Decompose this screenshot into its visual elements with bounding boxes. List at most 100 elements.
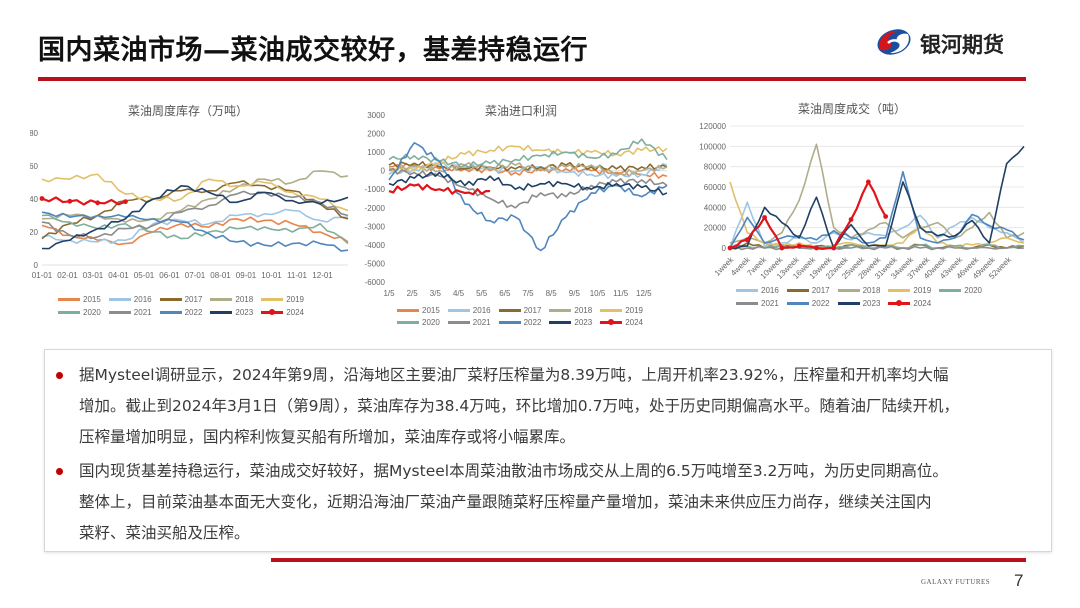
svg-text:1/5: 1/5: [383, 289, 395, 298]
svg-text:40: 40: [30, 195, 39, 204]
page-number: 7: [1014, 571, 1024, 590]
legend-swatch-icon: [108, 311, 131, 314]
legend-item-2020: 2020: [939, 286, 982, 295]
svg-text:3000: 3000: [367, 111, 385, 120]
legend-swatch-icon: [888, 300, 911, 306]
legend-swatch-icon: [159, 311, 182, 314]
legend-item-2018: 2018: [837, 286, 881, 295]
svg-text:11-01: 11-01: [287, 271, 307, 280]
legend-swatch-icon: [397, 309, 419, 312]
svg-text:2000: 2000: [367, 130, 385, 139]
legend-label: 2022: [184, 308, 203, 317]
svg-text:05-01: 05-01: [134, 271, 155, 280]
chart-title: 菜油周度成交（吨）: [798, 102, 907, 116]
legend-item-2023: 2023: [837, 299, 880, 308]
legend-swatch-icon: [58, 311, 80, 314]
svg-text:12-01: 12-01: [312, 271, 333, 280]
legend-label: 2021: [472, 318, 491, 327]
legend-item-2023: 2023: [210, 308, 253, 317]
legend-label: 2021: [761, 299, 779, 308]
svg-text:09-01: 09-01: [236, 271, 257, 280]
svg-text:80000: 80000: [704, 163, 727, 172]
legend-item-2022: 2022: [159, 308, 203, 317]
legend-label: 2019: [625, 306, 643, 315]
legend-label: 2017: [811, 286, 830, 295]
svg-text:10/5: 10/5: [590, 289, 606, 298]
legend-item-2021: 2021: [447, 318, 491, 327]
svg-text:-3000: -3000: [365, 222, 386, 231]
legend-label: 2022: [811, 299, 830, 308]
legend-item-2017: 2017: [498, 306, 542, 315]
svg-text:08-01: 08-01: [210, 271, 231, 280]
legend-swatch-icon: [736, 289, 758, 292]
svg-text:02-01: 02-01: [57, 271, 78, 280]
legend-label: 2016: [133, 295, 152, 304]
svg-text:11/5: 11/5: [613, 289, 629, 298]
legend-label: 2018: [235, 295, 254, 304]
legend-swatch-icon: [397, 321, 419, 324]
chart-title: 菜油进口利润: [485, 104, 558, 118]
legend-label: 2017: [523, 306, 542, 315]
legend-item-2022: 2022: [786, 299, 830, 308]
company-logo: 银河期货: [874, 26, 1004, 62]
legend-label: 2018: [574, 306, 593, 315]
svg-text:-2000: -2000: [365, 204, 386, 213]
svg-text:03-01: 03-01: [83, 271, 104, 280]
summary-line: 增加。截止到2024年3月1日（第9周），菜油库存为38.4万吨，环比增加0.7…: [79, 397, 959, 415]
legend-swatch-icon: [498, 309, 521, 312]
summary-line: 菜籽、菜油买船及压榨。: [79, 524, 250, 542]
legend-swatch-icon: [600, 309, 623, 312]
legend-swatch-icon: [261, 309, 284, 315]
legend-label: 2017: [184, 295, 203, 304]
legend-item-2017: 2017: [786, 286, 830, 295]
legend-swatch-icon: [498, 321, 521, 324]
legend-swatch-icon: [939, 289, 962, 292]
svg-text:0: 0: [381, 167, 386, 176]
legend-label: 2016: [472, 306, 491, 315]
legend-item-2019: 2019: [600, 306, 643, 315]
svg-text:-4000: -4000: [365, 241, 386, 250]
inventory-chart: 菜油周度库存（万吨） 0 20 40 60 80 01-01 02-01 03-01 04-01…: [30, 98, 360, 338]
svg-text:8/5: 8/5: [546, 289, 558, 298]
legend-item-2024: 2024: [261, 308, 304, 317]
svg-text:5/5: 5/5: [476, 289, 488, 298]
svg-text:6/5: 6/5: [499, 289, 511, 298]
legend-label: 2024: [913, 299, 932, 308]
legend-swatch-icon: [837, 302, 860, 305]
legend-item-2015: 2015: [397, 306, 440, 315]
legend-label: 2019: [913, 286, 932, 295]
summary-line: 整体上，目前菜油基本面无大变化，近期沿海油厂菜油产量跟随菜籽压榨量产量增加，菜油…: [79, 493, 932, 511]
legend-item-2023: 2023: [549, 318, 592, 327]
weekly-volume-plot: 1200001000008000060000400002000001week4w…: [699, 122, 1025, 281]
legend-swatch-icon: [736, 302, 758, 305]
legend-item-2016: 2016: [447, 306, 491, 315]
legend-label: 2021: [133, 308, 152, 317]
page-title: 国内菜油市场—菜油成交较好，基差持稳运行: [38, 35, 588, 66]
legend-swatch-icon: [837, 289, 860, 292]
legend-swatch-icon: [888, 289, 911, 292]
import-profit-chart: 菜油进口利润 3000 2000 1000 0 -1000 -2000 -3000 -4000…: [355, 98, 675, 338]
legend-swatch-icon: [108, 298, 131, 301]
svg-text:60000: 60000: [704, 183, 727, 192]
svg-text:20000: 20000: [704, 224, 727, 233]
galaxy-futures-logo-icon: [874, 26, 914, 62]
footer-divider: [271, 558, 1026, 562]
summary-paragraph-1: 据Mysteel调研显示，2024年第9周，沿海地区主要油厂菜籽压榨量为8.39…: [79, 360, 1029, 453]
header-divider: [38, 77, 1026, 81]
legend-item-2016: 2016: [736, 286, 779, 295]
svg-text:-1000: -1000: [365, 185, 386, 194]
legend-item-2015: 2015: [58, 295, 101, 304]
summary-paragraph-2: 国内现货基差持稳运行，菜油成交好较好，据Mysteel本周菜油散油市场成交从上周…: [79, 456, 1029, 549]
svg-text:0: 0: [34, 261, 39, 270]
legend-label: 2020: [422, 318, 440, 327]
chart-legend: 2015 2016 2017 2018 2019 2020 2021 2022 2023 2024: [397, 306, 643, 327]
svg-text:01-01: 01-01: [32, 271, 53, 280]
svg-text:0: 0: [722, 244, 727, 253]
legend-label: 2024: [286, 308, 304, 317]
legend-label: 2018: [862, 286, 881, 295]
legend-swatch-icon: [447, 309, 470, 312]
bullet-icon: [56, 372, 63, 379]
summary-line: 压榨量增加明显，国内榨利恢复买船有所增加，菜油库存或将小幅累库。: [79, 428, 576, 446]
svg-text:12/5: 12/5: [636, 289, 652, 298]
legend-swatch-icon: [549, 309, 572, 312]
